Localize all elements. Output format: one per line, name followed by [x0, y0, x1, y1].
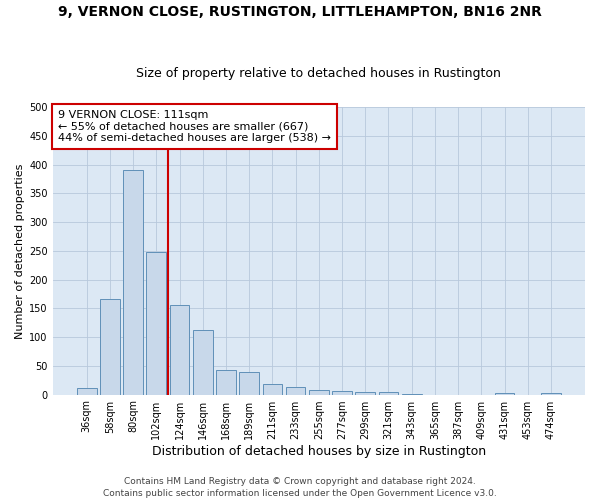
Bar	[309, 390, 329, 394]
Bar	[100, 298, 120, 394]
Bar	[123, 170, 143, 394]
X-axis label: Distribution of detached houses by size in Rustington: Distribution of detached houses by size …	[152, 444, 486, 458]
Text: Contains HM Land Registry data © Crown copyright and database right 2024.
Contai: Contains HM Land Registry data © Crown c…	[103, 476, 497, 498]
Bar	[355, 392, 375, 394]
Bar	[494, 393, 514, 394]
Bar	[541, 393, 561, 394]
Bar	[170, 306, 190, 394]
Bar	[263, 384, 282, 394]
Y-axis label: Number of detached properties: Number of detached properties	[15, 163, 25, 338]
Bar	[216, 370, 236, 394]
Bar	[332, 390, 352, 394]
Bar	[77, 388, 97, 394]
Title: Size of property relative to detached houses in Rustington: Size of property relative to detached ho…	[136, 66, 501, 80]
Bar	[193, 330, 212, 394]
Bar	[286, 386, 305, 394]
Text: 9 VERNON CLOSE: 111sqm
← 55% of detached houses are smaller (667)
44% of semi-de: 9 VERNON CLOSE: 111sqm ← 55% of detached…	[58, 110, 331, 143]
Text: 9, VERNON CLOSE, RUSTINGTON, LITTLEHAMPTON, BN16 2NR: 9, VERNON CLOSE, RUSTINGTON, LITTLEHAMPT…	[58, 5, 542, 19]
Bar	[379, 392, 398, 394]
Bar	[146, 252, 166, 394]
Bar	[239, 372, 259, 394]
